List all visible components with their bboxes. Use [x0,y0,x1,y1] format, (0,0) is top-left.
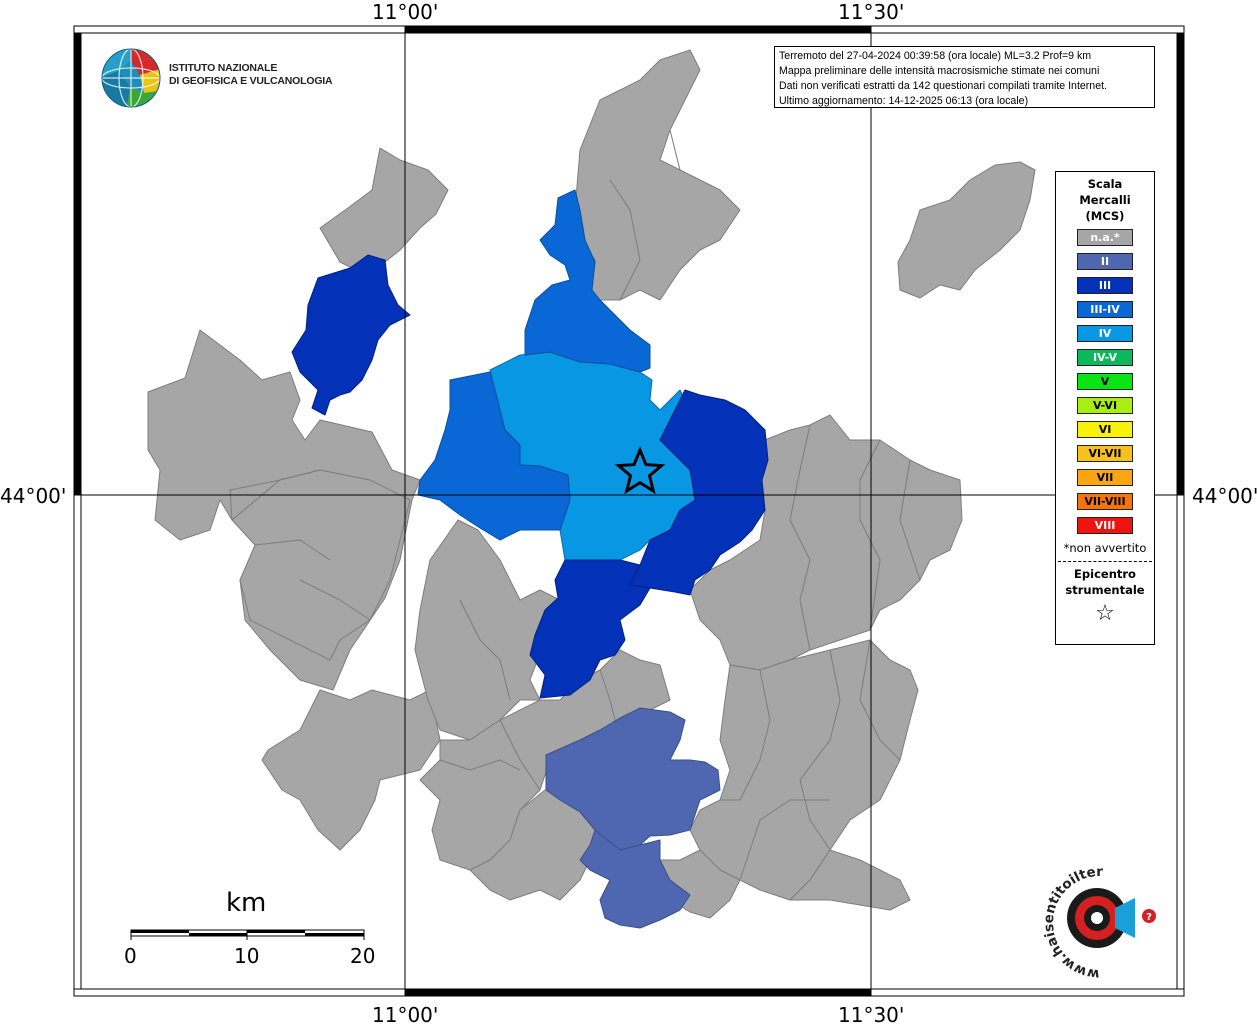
mcs-legend: Scala Mercalli (MCS) n.a.* II III III-IV IV I… [1055,171,1155,645]
legend-swatch: VI [1077,421,1133,438]
legend-title-line1: Scala [1087,177,1123,191]
info-line-3: Dati non verificati estratti da 142 ques… [779,80,1107,92]
municipal-boundaries [231,129,921,881]
scale-bar-graphic [130,929,365,940]
scale-bar: km 0 10 20 [120,888,390,973]
municipality-na-es [689,639,919,901]
coord-bottom-left: 11°00' [372,1003,439,1027]
ingv-name-line2: DI GEOFISICA E VULCANOLOGIA [169,74,333,87]
earthquake-info-box: Terremoto del 27-04-2024 00:39:58 (ora l… [774,46,1155,108]
legend-note: *non avvertito [1063,541,1147,555]
municipalities-III [291,254,769,699]
legend-swatch: III [1077,277,1133,294]
municipality-III-south [529,559,651,699]
municipality-na-east [689,414,963,671]
municipality-IIIIV-west [417,371,571,541]
ingv-logo: ISTITUTO NAZIONALE DI GEOFISICA E VULCAN… [100,47,333,111]
legend-title: Scala Mercalli (MCS) [1056,176,1154,224]
municipality-III-east [629,389,769,596]
municipality-na-sw [261,689,441,851]
info-line-2: Mappa preliminare delle intensità macros… [779,65,1100,77]
legend-swatch: V-VI [1077,397,1133,414]
scale-label-20: 20 [350,944,376,968]
epicenter-star-icon [614,445,666,495]
ingv-name: ISTITUTO NAZIONALE DI GEOFISICA E VULCAN… [169,62,333,87]
municipalities-III-IV [417,189,651,541]
haisentito-logo-icon: ? www.haisentitoilterremoto.it [1023,864,1156,995]
legend-swatch: VIII [1077,517,1133,534]
legend-swatch: VII-VIII [1077,493,1133,510]
municipalities-na [147,49,1036,919]
municipality-na-north [574,49,741,301]
legend-title-line3: (MCS) [1085,209,1125,223]
legend-swatch: IV [1077,325,1133,342]
legend-swatch: IV-V [1077,349,1133,366]
legend-swatch: VII [1077,469,1133,486]
coord-top-right: 11°30' [838,0,905,24]
legend-swatch: n.a.* [1077,229,1133,246]
info-line-4: Ultimo aggiornamento: 14-12-2025 06:13 (… [779,95,1029,107]
municipality-na-ne-island [897,161,1036,299]
coord-left-lat: 44°00' [0,484,67,508]
municipality-na-csw [414,519,561,741]
legend-star-icon: ☆ [1095,601,1115,626]
coord-top-left: 11°00' [372,0,439,24]
legend-swatch: V [1077,373,1133,390]
municipality-III-nw [291,254,411,416]
ingv-globe-icon [101,48,161,108]
legend-swatches: n.a.* II III III-IV IV IV-V V V-VI VI VI-VII VII VI… [1056,229,1154,534]
info-line-1: Terremoto del 27-04-2024 00:39:58 (ora l… [779,50,1092,62]
legend-swatch: III-IV [1077,301,1133,318]
graticule [81,33,1177,989]
scale-label-10: 10 [234,944,260,968]
legend-title-line2: Mercalli [1079,193,1131,207]
legend-epicenter-line1: Epicentro [1074,567,1136,581]
legend-swatch: VI-VII [1077,445,1133,462]
svg-text:?: ? [1146,912,1152,923]
legend-epicenter-line2: strumentale [1065,583,1145,597]
scale-unit: km [226,888,267,918]
ingv-name-line1: ISTITUTO NAZIONALE [169,62,278,74]
scale-label-0: 0 [124,944,137,968]
municipality-na-se [789,849,911,911]
legend-epicenter-label: Epicentro strumentale [1056,566,1154,598]
municipality-II-2 [579,829,691,929]
municipality-na-nw1 [319,147,449,271]
legend-swatch: II [1077,253,1133,270]
map-frame [73,25,1185,997]
coord-right-lat: 44°00' [1192,484,1257,508]
haisentito-logo: ? www.haisentitoilterremoto.it [1023,858,1165,995]
legend-separator [1058,561,1152,562]
coord-bottom-right: 11°30' [838,1003,905,1027]
municipalities-II [545,707,721,929]
municipality-IIIIV-north [524,189,651,373]
